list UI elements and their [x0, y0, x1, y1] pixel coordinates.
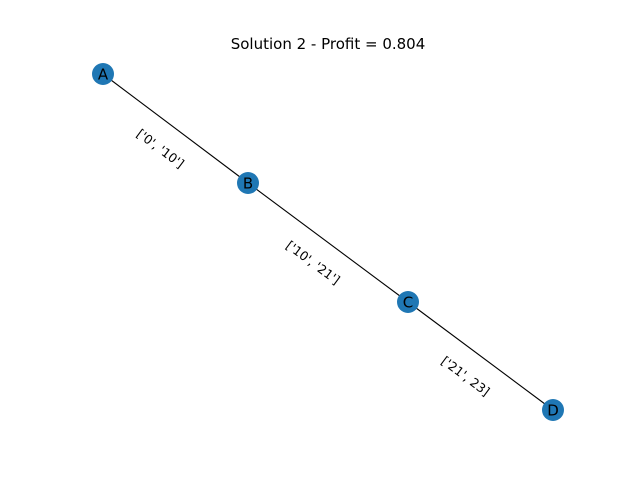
- edge-a-b: [102, 73, 249, 184]
- node-d: D: [542, 399, 564, 421]
- node-a: A: [92, 63, 114, 85]
- node-label-d: D: [547, 402, 559, 420]
- node-circle-a: [92, 63, 114, 85]
- node-circle-c: [397, 291, 419, 313]
- node-circle-b: [237, 172, 259, 194]
- node-b: B: [237, 172, 259, 194]
- figure-title: Solution 2 - Profit = 0.804: [231, 35, 426, 53]
- node-label-a: A: [98, 66, 109, 84]
- node-label-b: B: [243, 175, 253, 193]
- edges-layer: [102, 73, 554, 411]
- edge-c-d: [407, 301, 554, 411]
- nodes-layer: A B C D: [92, 63, 564, 421]
- node-c: C: [397, 291, 419, 313]
- edge-b-c: [247, 182, 409, 303]
- node-circle-d: [542, 399, 564, 421]
- node-label-c: C: [403, 294, 413, 312]
